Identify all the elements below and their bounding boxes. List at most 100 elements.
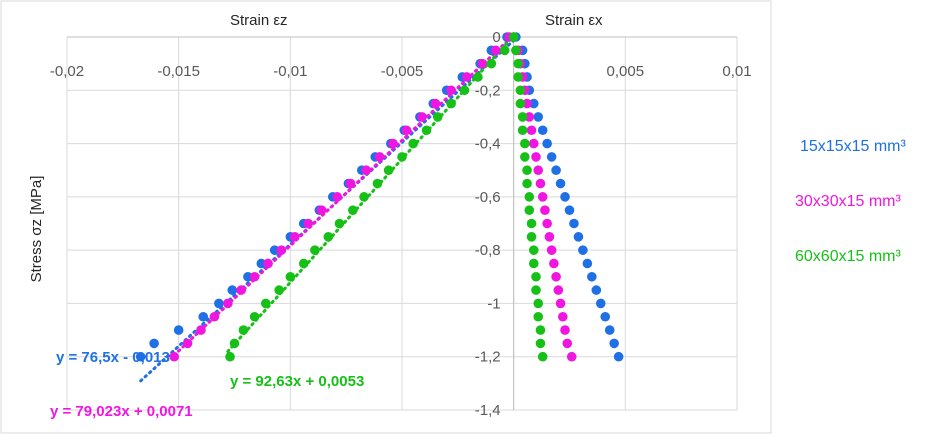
axes: [67, 36, 737, 410]
data-point-strain-x: [511, 45, 521, 56]
y-tick-label: -1,2: [475, 349, 501, 366]
data-point-strain-z: [298, 258, 309, 269]
legend-item-60: 60x60x15 mm³: [795, 248, 901, 265]
data-point-strain-x: [522, 165, 532, 176]
y-tick-label: 0: [492, 29, 500, 46]
data-point-strain-x: [535, 338, 546, 349]
data-point-strain-z: [486, 58, 497, 69]
data-point-strain-x: [513, 58, 523, 69]
data-point-strain-z: [236, 285, 246, 295]
data-point-strain-z: [430, 98, 441, 109]
data-point-strain-z: [459, 85, 470, 96]
data-point-strain-z: [388, 138, 398, 149]
data-point-strain-x: [582, 258, 593, 269]
data-point-strain-z: [372, 178, 383, 189]
data-point-strain-z: [432, 112, 443, 122]
data-point-strain-z: [473, 72, 483, 82]
data-point-strain-z: [310, 245, 320, 255]
data-point-strain-z: [332, 192, 343, 202]
data-point-strain-z: [229, 338, 240, 349]
data-point-strain-x: [555, 178, 566, 189]
data-point-strain-z: [290, 232, 300, 242]
data-point-strain-x: [524, 192, 535, 202]
data-point-strain-z: [323, 232, 334, 242]
data-point-strain-x: [553, 285, 564, 295]
data-point-strain-z: [196, 325, 206, 335]
data-point-strain-x: [537, 351, 548, 362]
data-point-strain-z: [169, 351, 179, 362]
data-point-strain-x: [573, 232, 584, 242]
data-point-strain-x: [562, 338, 573, 349]
data-point-strain-z: [334, 218, 345, 229]
data-point-strain-x: [520, 138, 530, 149]
data-point-strain-x: [604, 325, 615, 335]
data-point-strain-z: [383, 165, 394, 176]
data-point-strain-z: [285, 271, 296, 282]
data-point-strain-x: [531, 285, 541, 295]
data-point-strain-x: [522, 98, 532, 109]
x-tick-label: -0,015: [157, 63, 200, 80]
y-tick-label: -0,2: [475, 82, 501, 99]
data-point-strain-x: [537, 192, 548, 202]
trendline-equation-15: y = 76,5x - 0,013: [56, 349, 170, 366]
x-tick-label: -0,02: [50, 63, 84, 80]
data-point-strain-x: [526, 218, 537, 229]
data-point-strain-z: [135, 351, 146, 362]
data-point-strain-z: [227, 285, 238, 295]
x-tick-label: -0,005: [381, 63, 424, 80]
data-point-strain-x: [578, 245, 588, 255]
data-point-strain-x: [528, 245, 539, 255]
data-point-strain-z: [249, 271, 260, 282]
data-point-strain-z: [417, 112, 427, 122]
data-point-strain-z: [223, 298, 233, 309]
legend-item-30: 30x30x15 mm³: [795, 193, 901, 210]
data-point-strain-x: [528, 138, 539, 149]
data-point-strain-z: [260, 298, 271, 309]
x-tick-label: 0,005: [607, 63, 645, 80]
data-point-strain-z: [397, 152, 407, 162]
series-3: [225, 32, 548, 362]
data-point-strain-z: [359, 192, 369, 202]
data-point-strain-z: [348, 205, 358, 215]
data-point-strain-z: [269, 245, 280, 255]
data-point-strain-x: [533, 165, 544, 176]
data-point-strain-x: [526, 232, 537, 242]
data-point-strain-x: [609, 338, 619, 349]
data-point-strain-x: [542, 218, 552, 229]
x-axis-title-right: Strain εx: [545, 12, 603, 29]
data-point-strain-z: [263, 258, 273, 269]
data-point-strain-x: [537, 125, 548, 136]
data-point-strain-z: [477, 58, 488, 69]
data-point-strain-x: [600, 311, 611, 322]
data-point-strain-z: [243, 271, 253, 282]
data-point-strain-z: [214, 298, 224, 309]
data-point-strain-x: [587, 271, 597, 282]
data-point-strain-x: [508, 32, 519, 42]
data-point-strain-z: [274, 285, 284, 295]
trendline-equation-60: y = 92,63x + 0,0053: [230, 373, 364, 390]
data-point-strain-z: [149, 338, 159, 349]
trendline-equation-30: y = 79,023x + 0,0071: [50, 403, 193, 420]
data-point-strain-x: [569, 218, 579, 229]
data-point-strain-x: [520, 152, 530, 162]
data-point-strain-x: [564, 205, 575, 215]
data-point-strain-z: [238, 325, 249, 335]
x-tick-label: 0,01: [722, 63, 751, 80]
data-point-strain-x: [531, 152, 541, 162]
data-point-strain-x: [524, 112, 535, 122]
data-point-strain-x: [528, 98, 539, 109]
x-tick-labels: -0,02 -0,015 -0,01 -0,005 0,005 0,01: [50, 63, 752, 80]
data-point-strain-x: [560, 192, 570, 202]
y-tick-labels: 0 -0,2 -0,4 -0,6 -0,8 -1 -1,2 -1,4: [475, 29, 501, 419]
y-tick-label: -1: [487, 295, 500, 312]
data-point-strain-x: [591, 285, 602, 295]
data-point-strain-x: [595, 298, 606, 309]
data-point-strain-x: [515, 98, 526, 109]
y-tick-label: -0,6: [475, 189, 501, 206]
data-point-strain-x: [517, 112, 528, 122]
data-point-strain-x: [528, 258, 539, 269]
data-point-strain-z: [173, 325, 184, 335]
data-point-strain-x: [566, 351, 577, 362]
data-point-strain-z: [401, 125, 412, 136]
